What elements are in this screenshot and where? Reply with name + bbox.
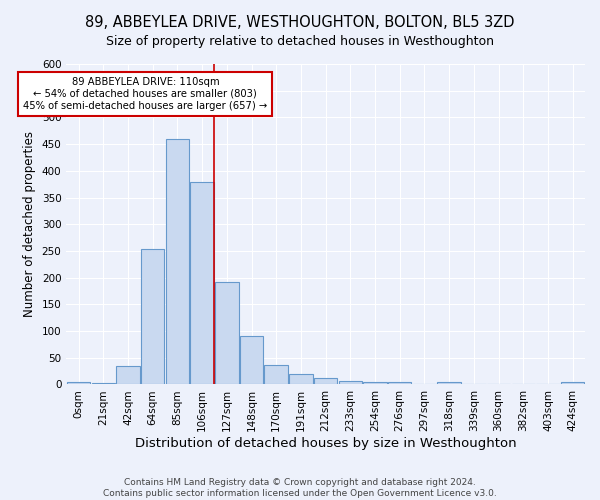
Bar <box>67 382 91 384</box>
Bar <box>116 366 140 384</box>
Bar <box>364 382 387 384</box>
Y-axis label: Number of detached properties: Number of detached properties <box>23 131 36 317</box>
Bar <box>265 365 288 384</box>
Text: 89, ABBEYLEA DRIVE, WESTHOUGHTON, BOLTON, BL5 3ZD: 89, ABBEYLEA DRIVE, WESTHOUGHTON, BOLTON… <box>85 15 515 30</box>
Bar <box>166 139 189 384</box>
Text: 89 ABBEYLEA DRIVE: 110sqm
← 54% of detached houses are smaller (803)
45% of semi: 89 ABBEYLEA DRIVE: 110sqm ← 54% of detac… <box>23 78 268 110</box>
Bar <box>561 382 584 384</box>
Bar <box>215 282 239 384</box>
Bar <box>289 374 313 384</box>
Text: Size of property relative to detached houses in Westhoughton: Size of property relative to detached ho… <box>106 35 494 48</box>
Bar <box>338 382 362 384</box>
X-axis label: Distribution of detached houses by size in Westhoughton: Distribution of detached houses by size … <box>135 437 517 450</box>
Bar <box>388 382 412 384</box>
Bar <box>141 250 164 384</box>
Text: Contains HM Land Registry data © Crown copyright and database right 2024.
Contai: Contains HM Land Registry data © Crown c… <box>103 478 497 498</box>
Bar <box>190 182 214 384</box>
Bar <box>240 336 263 384</box>
Bar <box>314 378 337 384</box>
Bar <box>437 382 461 384</box>
